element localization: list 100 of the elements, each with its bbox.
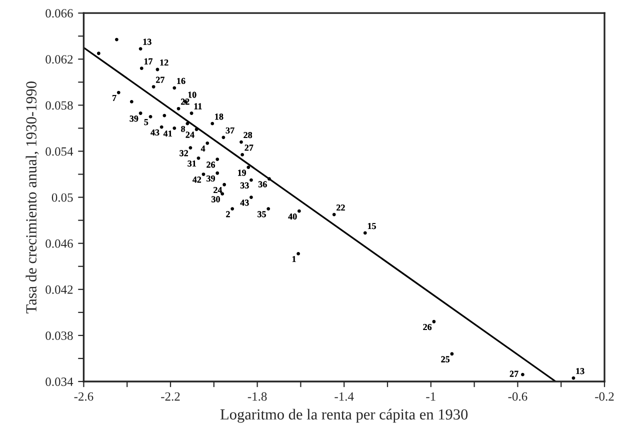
annotation: 11 — [194, 103, 202, 110]
annotation: 30 — [212, 196, 220, 202]
point — [250, 196, 253, 199]
point — [210, 122, 214, 126]
annotation: 13 — [576, 368, 584, 374]
point — [188, 146, 192, 150]
annotation: 10 — [188, 92, 196, 98]
point — [190, 112, 194, 115]
x-tick-label: -0.2 — [595, 392, 614, 401]
point — [296, 252, 300, 256]
x-tick-label: -1 — [426, 392, 436, 401]
annotation: 2 — [226, 211, 230, 218]
point — [230, 207, 234, 211]
y-tick-label: 0.066 — [46, 9, 73, 18]
annotation: 42 — [192, 176, 202, 183]
annotation: 33 — [240, 182, 249, 188]
y-tick-label: 0.05 — [52, 193, 73, 202]
point — [130, 100, 134, 104]
annotation: 18 — [215, 114, 224, 120]
x-axis-title: Logaritmo de la renta per cápita en 1930 — [220, 408, 468, 423]
annotation: 16 — [177, 78, 186, 84]
annotation: 8 — [181, 126, 186, 132]
annotation: 7 — [112, 94, 116, 101]
annotation: 22 — [336, 204, 345, 211]
point — [216, 171, 220, 175]
annotation: 17 — [144, 58, 153, 64]
annotation: 28 — [244, 132, 252, 138]
y-tick-label: 0.058 — [46, 101, 73, 110]
point — [240, 140, 243, 144]
x-tick-label: -1.8 — [248, 392, 267, 401]
annotation: 39 — [130, 116, 138, 122]
annotation: 41 — [163, 130, 172, 137]
annotation: 13 — [143, 38, 152, 45]
point — [220, 192, 224, 196]
point — [520, 372, 524, 376]
point — [250, 178, 253, 182]
point — [172, 86, 176, 90]
annotation: 40 — [288, 213, 297, 220]
point — [162, 114, 166, 118]
point — [96, 52, 100, 56]
annotation: 31 — [188, 160, 196, 167]
y-tick-label: 0.054 — [46, 147, 74, 156]
point — [138, 47, 142, 50]
point — [160, 125, 164, 129]
y-tick-label: 0.042 — [46, 285, 73, 294]
point — [140, 66, 144, 70]
annotation: 4 — [200, 146, 206, 152]
y-tick-label: 0.046 — [46, 239, 73, 248]
point — [216, 158, 220, 161]
point — [363, 231, 367, 235]
point — [196, 156, 200, 160]
point — [206, 141, 210, 145]
point — [202, 172, 206, 176]
x-tick-label: -1.4 — [334, 392, 354, 401]
annotation: 27 — [244, 144, 254, 151]
point — [332, 212, 336, 216]
annotation: 5 — [144, 119, 148, 126]
annotation: 19 — [238, 170, 246, 176]
x-tick-label: -2.6 — [74, 392, 94, 401]
point — [297, 209, 301, 213]
annotation: 24 — [214, 186, 222, 193]
point — [432, 320, 436, 324]
annotation: 15 — [368, 223, 376, 230]
point — [116, 90, 120, 94]
annotation: 25 — [441, 356, 450, 362]
point — [194, 128, 198, 132]
annotation: 27 — [156, 76, 164, 83]
annotation: 39 — [206, 175, 215, 182]
annotation: 24 — [186, 132, 194, 138]
point — [266, 207, 270, 211]
point — [152, 85, 156, 88]
point — [450, 352, 454, 356]
annotation: 43 — [240, 200, 249, 206]
annotation: 27 — [510, 370, 518, 377]
x-tick-label: -2.2 — [161, 392, 180, 401]
point — [186, 122, 190, 126]
annotation: 12 — [160, 60, 168, 66]
point — [222, 182, 226, 186]
annotation: 35 — [258, 211, 266, 218]
annotation: 32 — [180, 150, 188, 156]
annotation: 26 — [423, 324, 432, 330]
point — [222, 136, 226, 140]
annotation: 37 — [226, 127, 234, 134]
point — [176, 106, 180, 110]
point — [114, 38, 118, 42]
point — [148, 114, 152, 118]
point — [172, 126, 176, 130]
annotation: 1 — [292, 256, 296, 262]
point — [240, 152, 244, 156]
annotation: 43 — [150, 129, 160, 136]
y-tick-label: 0.034 — [46, 378, 74, 386]
annotation: 26 — [206, 162, 216, 168]
point — [268, 177, 271, 181]
x-tick-label: -0.6 — [508, 392, 528, 401]
point — [246, 166, 250, 170]
point — [138, 112, 142, 115]
y-axis-title: Tasa de crecimiento anual, 1930-1990 — [26, 82, 39, 314]
y-tick-label: 0.062 — [46, 55, 73, 64]
annotation: 36 — [258, 181, 267, 188]
y-tick-label: 0.038 — [46, 331, 73, 340]
